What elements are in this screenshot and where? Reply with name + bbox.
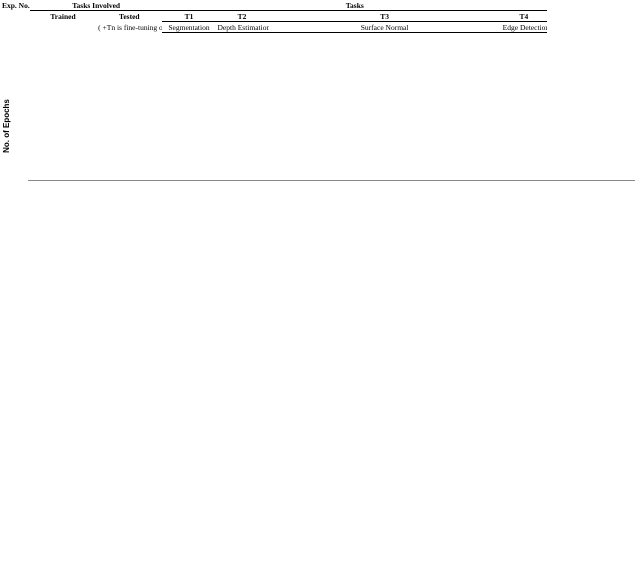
y-axis-label: No. of Epochs <box>2 99 11 153</box>
epochs-chart: No. of Epochs <box>0 41 640 211</box>
results-table: Exp. No.Tasks InvolvedTasksTrainedTested… <box>0 0 640 33</box>
